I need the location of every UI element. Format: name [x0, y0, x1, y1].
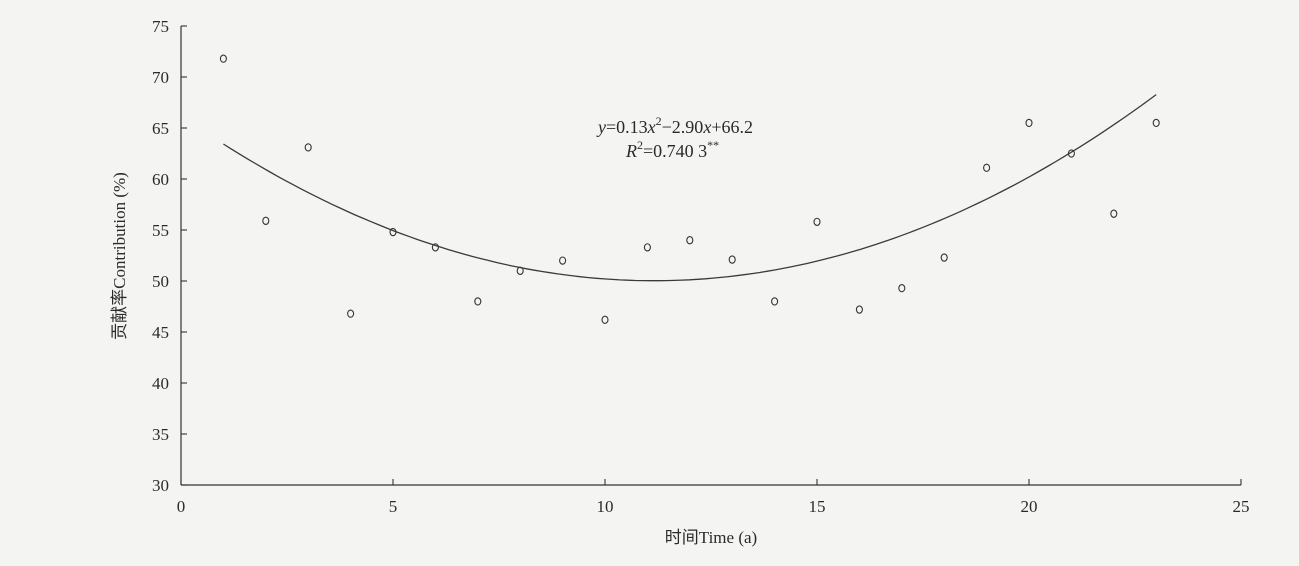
data-point [898, 283, 906, 293]
fit-equation: y=0.13x2−2.90x+66.2 [596, 114, 753, 137]
data-point [728, 255, 736, 264]
eq-exponent: 2 [656, 114, 662, 128]
x-tick-label: 15 [809, 497, 826, 516]
data-point [347, 309, 355, 318]
fit-curve-group [223, 94, 1157, 282]
data-point [219, 54, 227, 63]
data-point [262, 216, 270, 225]
eq-coef-a: =0.13 [606, 117, 648, 137]
data-point [686, 236, 694, 245]
data-point [940, 253, 948, 262]
y-tick-label: 30 [152, 476, 169, 495]
y-axis-title: 贡献率Contribution (%) [110, 172, 129, 340]
data-point [1152, 118, 1160, 128]
data-point [431, 243, 439, 252]
y-tick-label: 45 [152, 323, 169, 342]
eq-coef-c: +66.2 [711, 117, 753, 137]
y-tick-label: 35 [152, 425, 169, 444]
y-tick-label: 75 [152, 17, 169, 36]
y-tick-label: 70 [152, 68, 169, 87]
data-point [559, 256, 567, 265]
data-point [304, 143, 312, 152]
x-tick-label: 10 [597, 497, 614, 516]
data-point [389, 227, 397, 237]
r2-value: =0.740 3 [643, 141, 707, 161]
data-point [983, 163, 991, 172]
y-tick-label: 50 [152, 272, 169, 291]
data-point [516, 266, 524, 275]
eq-coef-b: −2.90 [662, 117, 704, 137]
r2-significance: ** [707, 138, 719, 152]
data-point [1025, 118, 1033, 128]
data-point [855, 305, 863, 314]
y-tick-label: 40 [152, 374, 169, 393]
x-tick-label: 0 [177, 497, 186, 516]
data-points [219, 54, 1160, 324]
eq-x-var-2: x [702, 117, 711, 137]
data-point [1110, 209, 1118, 218]
x-axis-title: 时间Time (a) [665, 528, 757, 547]
r2-exponent: 2 [637, 138, 643, 152]
x-tick-label: 5 [389, 497, 398, 516]
data-point [771, 297, 779, 306]
fit-curve-line [223, 94, 1157, 282]
x-tick-label: 25 [1233, 497, 1250, 516]
eq-x-var-1: x [647, 117, 656, 137]
data-point [643, 243, 651, 252]
fit-r-squared: R2=0.740 3** [625, 138, 719, 161]
data-point [601, 315, 609, 324]
y-tick-label: 65 [152, 119, 169, 138]
r2-var: R [625, 141, 637, 161]
data-point [1067, 149, 1075, 158]
axes [180, 26, 1241, 486]
data-point [813, 217, 821, 226]
y-tick-label: 55 [152, 221, 169, 240]
y-axis-ticks: 30 35 40 45 50 55 60 65 70 75 [152, 17, 187, 495]
eq-y-var: y [596, 117, 606, 137]
x-tick-label: 20 [1021, 497, 1038, 516]
x-axis-ticks: 0 5 10 15 20 25 [177, 479, 1250, 516]
data-point [474, 297, 482, 306]
y-tick-label: 60 [152, 170, 169, 189]
